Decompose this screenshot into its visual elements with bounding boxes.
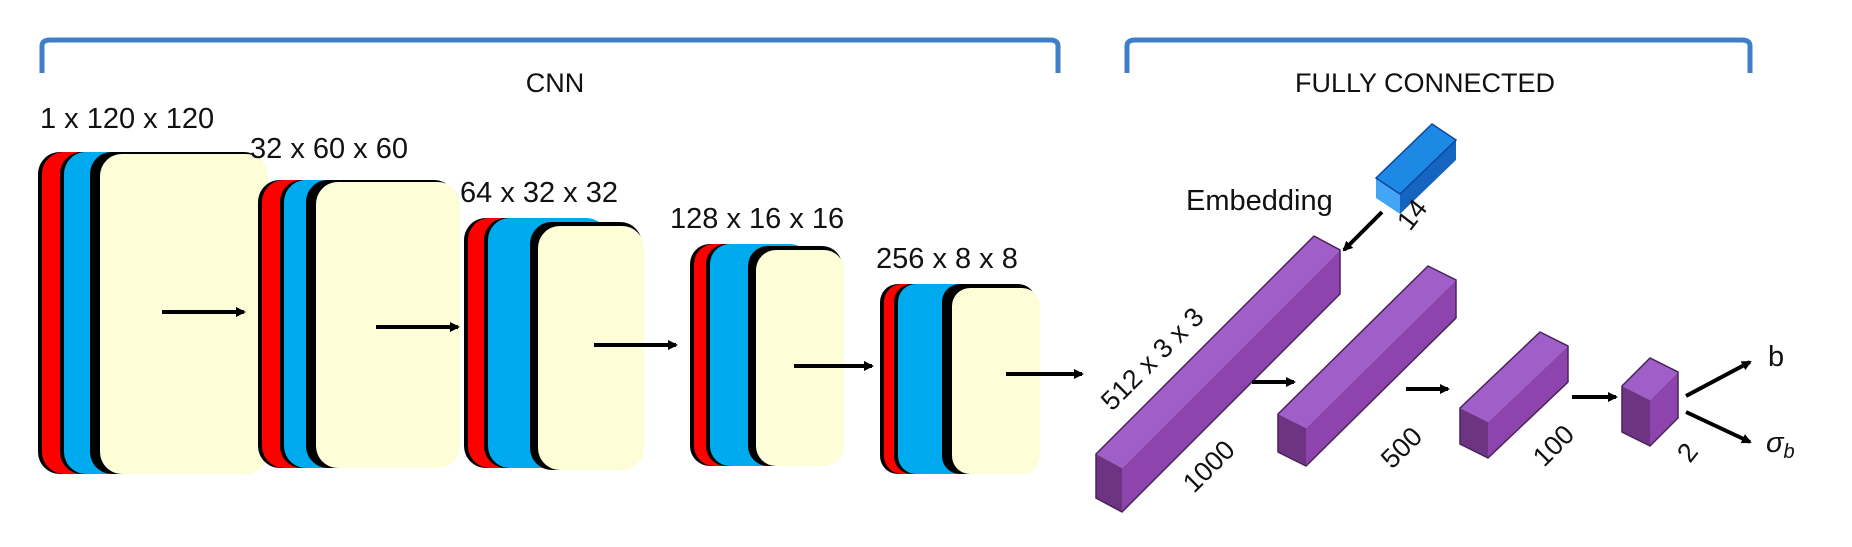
fc-layer-3-size: 100 [1527,419,1580,472]
cnn-layer-3: 64 x 32 x 32 [460,177,644,470]
output-arrow-b [1685,360,1752,398]
embedding-arrow [1342,210,1384,252]
fully-connected-bracket [1124,37,1753,73]
output-arrow-sigma [1685,410,1752,444]
embedding-block: Embedding 14 [1186,123,1458,236]
fully-connected-section-title: FULLY CONNECTED [1295,68,1555,98]
output-sigma-symbol: σ [1766,427,1785,459]
cnn-layer-4: 128 x 16 x 16 [670,203,844,466]
output-b-label: b [1768,341,1784,373]
cnn-layer-4-label: 128 x 16 x 16 [670,203,844,235]
fc-layer-4: 2 [1621,357,1704,468]
fc-layer-3: 100 [1459,331,1580,472]
cnn-layer-2-label: 32 x 60 x 60 [250,133,408,165]
fc-layer-4-size: 2 [1671,437,1704,467]
embedding-label: Embedding [1186,185,1333,217]
cnn-layer-5-label: 256 x 8 x 8 [876,243,1018,275]
cnn-layer-1: 1 x 120 x 120 [38,103,268,474]
output-sigma-label: σb [1766,427,1795,463]
output-sigma-subscript: b [1784,441,1795,463]
cnn-layer-1-label: 1 x 120 x 120 [40,103,214,135]
cnn-section-title: CNN [526,68,585,98]
cnn-layer-3-label: 64 x 32 x 32 [460,177,618,209]
cnn-layer-2: 32 x 60 x 60 [250,133,460,468]
cnn-bracket [39,37,1061,73]
cnn-layer-5: 256 x 8 x 8 [876,243,1040,474]
fc-layer-1: 512 x 3 x 3 1000 [1095,235,1341,513]
fc-layer-2-size: 500 [1375,421,1428,474]
